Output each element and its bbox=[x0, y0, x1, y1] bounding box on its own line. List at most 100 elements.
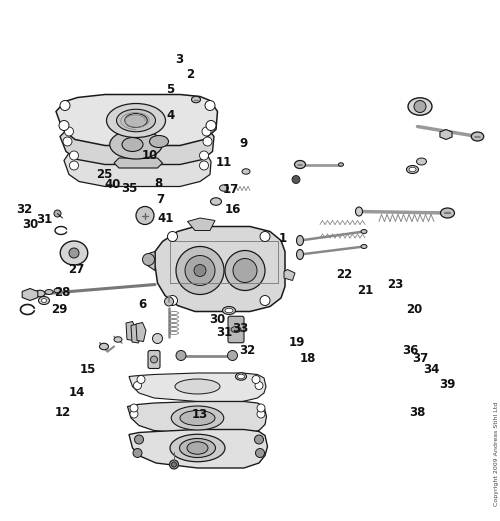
Polygon shape bbox=[284, 269, 295, 280]
Polygon shape bbox=[114, 158, 162, 168]
Ellipse shape bbox=[220, 185, 228, 191]
Text: 18: 18 bbox=[300, 352, 316, 365]
Circle shape bbox=[168, 231, 177, 242]
Text: 33: 33 bbox=[232, 321, 248, 334]
Ellipse shape bbox=[150, 135, 169, 147]
Text: 7: 7 bbox=[156, 193, 164, 206]
Text: 3: 3 bbox=[175, 53, 183, 66]
Text: Copyright 2009 Andreas Stihl Ltd: Copyright 2009 Andreas Stihl Ltd bbox=[494, 402, 499, 506]
Text: 41: 41 bbox=[158, 212, 174, 225]
Text: 40: 40 bbox=[104, 178, 120, 191]
Text: 30: 30 bbox=[22, 218, 38, 231]
Text: 14: 14 bbox=[68, 386, 84, 399]
Ellipse shape bbox=[54, 288, 61, 293]
Circle shape bbox=[205, 101, 215, 110]
Text: 21: 21 bbox=[357, 284, 373, 297]
Circle shape bbox=[176, 351, 186, 361]
Ellipse shape bbox=[225, 308, 233, 313]
Ellipse shape bbox=[116, 109, 156, 132]
Text: 30: 30 bbox=[210, 313, 226, 326]
Polygon shape bbox=[148, 252, 155, 270]
Polygon shape bbox=[56, 94, 218, 145]
Circle shape bbox=[130, 404, 138, 412]
Text: 11: 11 bbox=[216, 156, 232, 169]
Circle shape bbox=[136, 206, 154, 225]
Ellipse shape bbox=[406, 166, 418, 173]
Ellipse shape bbox=[170, 434, 225, 462]
Text: 1: 1 bbox=[278, 231, 286, 244]
Circle shape bbox=[260, 231, 270, 242]
Ellipse shape bbox=[175, 379, 220, 394]
Circle shape bbox=[137, 376, 145, 383]
Text: 31: 31 bbox=[36, 213, 52, 226]
Ellipse shape bbox=[238, 374, 244, 379]
Ellipse shape bbox=[192, 96, 200, 103]
Ellipse shape bbox=[122, 138, 143, 152]
Ellipse shape bbox=[35, 290, 45, 297]
Polygon shape bbox=[64, 149, 211, 187]
Circle shape bbox=[257, 404, 265, 412]
Text: 6: 6 bbox=[138, 298, 146, 311]
Polygon shape bbox=[22, 289, 38, 301]
Text: 16: 16 bbox=[224, 203, 240, 216]
Text: 4: 4 bbox=[167, 109, 175, 122]
Circle shape bbox=[134, 435, 143, 444]
Text: 10: 10 bbox=[142, 149, 158, 162]
Text: 29: 29 bbox=[51, 303, 67, 316]
Ellipse shape bbox=[42, 299, 46, 303]
Polygon shape bbox=[131, 324, 141, 343]
Ellipse shape bbox=[60, 241, 88, 265]
Circle shape bbox=[170, 460, 178, 469]
Ellipse shape bbox=[180, 439, 216, 457]
Ellipse shape bbox=[440, 208, 454, 218]
Circle shape bbox=[233, 258, 257, 282]
Ellipse shape bbox=[171, 406, 224, 430]
Ellipse shape bbox=[338, 163, 344, 166]
Ellipse shape bbox=[408, 98, 432, 115]
Text: 22: 22 bbox=[336, 268, 352, 281]
Circle shape bbox=[292, 176, 300, 183]
Circle shape bbox=[64, 127, 74, 136]
Circle shape bbox=[185, 255, 215, 286]
Polygon shape bbox=[126, 321, 136, 341]
Ellipse shape bbox=[187, 442, 208, 454]
Circle shape bbox=[228, 351, 237, 361]
Circle shape bbox=[255, 381, 263, 390]
Ellipse shape bbox=[236, 373, 246, 380]
Circle shape bbox=[59, 120, 69, 130]
Text: 38: 38 bbox=[410, 406, 426, 419]
Ellipse shape bbox=[296, 235, 304, 245]
Text: 28: 28 bbox=[54, 286, 70, 299]
Circle shape bbox=[130, 410, 138, 418]
Ellipse shape bbox=[471, 132, 484, 141]
Text: 8: 8 bbox=[154, 177, 162, 190]
Circle shape bbox=[254, 435, 264, 444]
Text: 23: 23 bbox=[387, 278, 403, 291]
Text: 31: 31 bbox=[216, 327, 232, 340]
Text: 19: 19 bbox=[288, 337, 304, 350]
Circle shape bbox=[203, 137, 212, 146]
Text: 12: 12 bbox=[54, 405, 70, 418]
Ellipse shape bbox=[409, 167, 416, 172]
Circle shape bbox=[63, 137, 72, 146]
Ellipse shape bbox=[242, 169, 250, 174]
Text: 39: 39 bbox=[440, 378, 456, 391]
Circle shape bbox=[142, 254, 154, 266]
Ellipse shape bbox=[416, 158, 426, 165]
Circle shape bbox=[257, 410, 265, 418]
Ellipse shape bbox=[38, 296, 50, 304]
Circle shape bbox=[150, 356, 158, 363]
Polygon shape bbox=[129, 429, 268, 468]
Circle shape bbox=[164, 297, 173, 306]
Circle shape bbox=[256, 449, 264, 457]
Ellipse shape bbox=[356, 207, 362, 216]
FancyBboxPatch shape bbox=[228, 316, 244, 343]
Ellipse shape bbox=[100, 343, 108, 350]
Text: 5: 5 bbox=[166, 83, 174, 96]
Text: 13: 13 bbox=[192, 408, 208, 421]
Text: 32: 32 bbox=[240, 344, 256, 357]
Polygon shape bbox=[128, 402, 266, 435]
Ellipse shape bbox=[180, 411, 215, 426]
Circle shape bbox=[60, 101, 70, 110]
Circle shape bbox=[206, 120, 216, 130]
